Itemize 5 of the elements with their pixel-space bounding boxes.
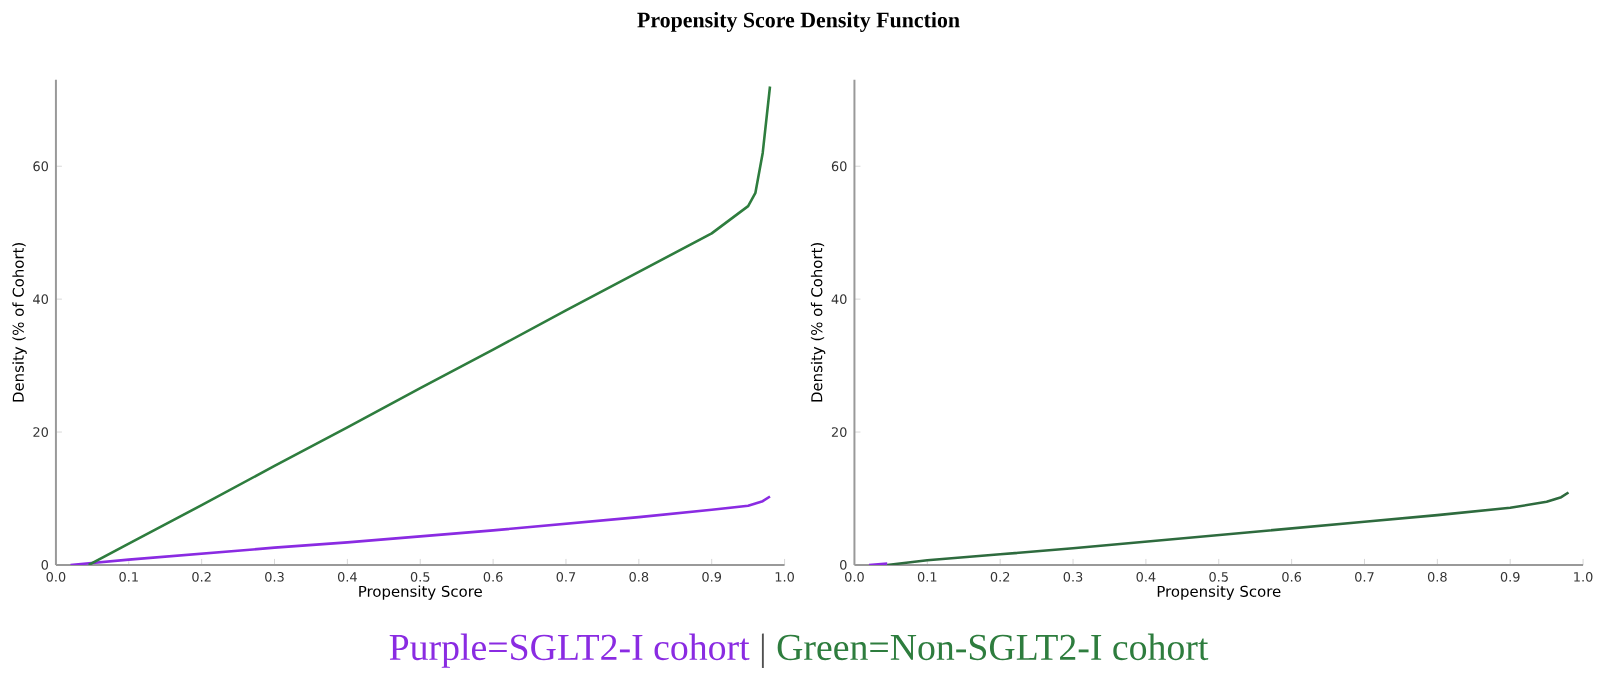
chart-title: Propensity Score Density Function bbox=[637, 11, 960, 32]
text: Green=Non-SGLT2-I cohort bbox=[777, 633, 1209, 660]
line-series bbox=[87, 84, 772, 565]
text: | bbox=[761, 633, 764, 668]
text: Purple=SGLT2-I cohort bbox=[389, 633, 750, 668]
